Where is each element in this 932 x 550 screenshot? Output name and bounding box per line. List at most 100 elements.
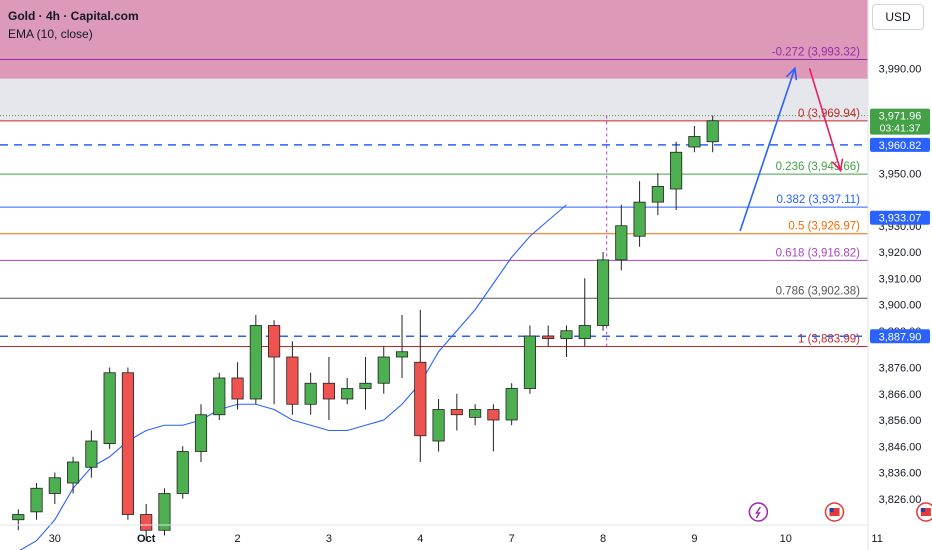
candle-body[interactable] — [103, 372, 116, 445]
candle-body[interactable] — [140, 514, 153, 531]
projection-down-arrow-shaft — [808, 68, 842, 171]
price-tick-label: 3,846.00 — [879, 441, 922, 453]
price-badge-label: 3,971.96 — [879, 111, 922, 123]
candle-body[interactable] — [542, 335, 555, 340]
price-badge[interactable] — [870, 137, 930, 152]
currency-button[interactable]: USD — [872, 4, 924, 30]
candle-body[interactable] — [341, 388, 354, 400]
indicator-label[interactable]: EMA (10, close) — [8, 27, 93, 41]
candle-body[interactable] — [596, 259, 610, 326]
price-tick-label: 3,856.00 — [879, 415, 922, 427]
flag-stripes — [920, 508, 931, 516]
time-tick-label: Oct — [137, 533, 156, 545]
candle-body[interactable] — [213, 377, 226, 416]
price-badge[interactable] — [870, 329, 930, 344]
price-tick-label: 3,910.00 — [879, 273, 922, 285]
candle-body[interactable] — [651, 185, 664, 203]
candle-body[interactable] — [121, 372, 134, 515]
candle-body[interactable] — [158, 493, 171, 531]
candle-body[interactable] — [12, 514, 25, 521]
fib-level-label: 0.382 (3,937.11) — [776, 194, 860, 206]
candle-body[interactable] — [48, 477, 61, 494]
candle-body[interactable] — [231, 377, 244, 400]
projection-up-arrow-head — [785, 66, 798, 81]
price-tick-label: 3,990.00 — [879, 63, 922, 75]
price-tick-label: 3,866.00 — [879, 389, 922, 401]
candle-body[interactable] — [523, 335, 537, 389]
candle-body[interactable] — [706, 120, 719, 143]
price-tick-label: 3,950.00 — [879, 168, 922, 180]
fib-level-label: 0.786 (3,902.38) — [776, 285, 861, 297]
candle-body[interactable] — [85, 440, 98, 468]
candle-body[interactable] — [670, 151, 683, 190]
fib-level-label: 0 (3,969.94) — [798, 108, 860, 120]
candle-body[interactable] — [487, 409, 500, 421]
candle-body[interactable] — [322, 382, 335, 400]
price-tick-label: 3,876.00 — [879, 363, 922, 375]
price-tick-label: 3,920.00 — [879, 247, 922, 259]
candle-body[interactable] — [505, 388, 518, 421]
candle-body[interactable] — [615, 225, 628, 261]
time-tick-label: 11 — [871, 533, 882, 545]
chart-legend: Gold · 4h · Capital.com EMA (10, close) — [8, 7, 139, 43]
supply-zone — [0, 0, 868, 79]
ema-line — [19, 204, 567, 550]
projection-layer — [739, 66, 844, 232]
price-axis[interactable] — [868, 0, 932, 550]
candle-layer — [12, 115, 719, 541]
candle-body[interactable] — [249, 325, 262, 400]
candle-body[interactable] — [469, 409, 482, 418]
projection-down-arrow-head — [831, 158, 844, 173]
candle-body[interactable] — [67, 461, 80, 484]
candle-body[interactable] — [176, 451, 189, 494]
flag-canton — [920, 508, 925, 512]
background-layer — [0, 0, 868, 121]
candle-body[interactable] — [633, 201, 646, 237]
fib-band — [0, 78, 868, 121]
price-badge-label: 3,960.82 — [879, 140, 922, 152]
price-tick-label: 3,836.00 — [879, 468, 922, 480]
price-badge-label: 3,933.07 — [879, 213, 922, 225]
time-tick-label: 9 — [691, 533, 697, 545]
countdown-label: 03:41:37 — [880, 123, 921, 135]
time-tick-label: 7 — [509, 533, 515, 545]
price-badge[interactable] — [870, 108, 930, 135]
candle-body[interactable] — [304, 382, 317, 405]
flag-stripes — [829, 508, 840, 516]
candle-body[interactable] — [286, 356, 299, 405]
price-badge-label: 3,887.90 — [879, 331, 922, 343]
candle-body[interactable] — [450, 409, 463, 416]
time-tick-label: 8 — [600, 533, 606, 545]
candle-body[interactable] — [688, 136, 701, 148]
candle-body[interactable] — [414, 361, 427, 437]
candle-body[interactable] — [30, 487, 43, 513]
fib-level-label: 1 (3,883.99) — [798, 334, 860, 346]
price-tick-label: 3,900.00 — [879, 300, 922, 312]
lightning-glyph — [755, 506, 761, 519]
price-badge[interactable] — [870, 210, 930, 225]
candle-body[interactable] — [377, 356, 390, 384]
fib-level-label: 0.5 (3,926.97) — [788, 221, 860, 233]
candle-body[interactable] — [268, 325, 281, 358]
time-tick-label: 2 — [234, 533, 240, 545]
candle-body[interactable] — [560, 330, 573, 340]
fib-level-label: 0.236 (3,949.66) — [776, 161, 861, 173]
symbol-title[interactable]: Gold · 4h · Capital.com — [8, 9, 139, 23]
price-tick-label: 3,826.00 — [879, 494, 922, 506]
event-lightning-icon[interactable] — [748, 502, 769, 522]
projection-up-arrow-shaft — [739, 67, 796, 232]
candle-body[interactable] — [432, 409, 445, 442]
candle-body[interactable] — [359, 382, 372, 389]
candle-body[interactable] — [578, 325, 591, 340]
level-layer: -0.272 (3,993.32) 0 (3,969.94) 0.236 (3,94… — [0, 47, 868, 348]
ema-layer — [19, 204, 567, 550]
fib-level-label: -0.272 (3,993.32) — [772, 47, 860, 59]
candle-body[interactable] — [395, 351, 409, 358]
time-tick-label: 4 — [417, 533, 423, 545]
flag-canton — [829, 508, 834, 512]
candle-body[interactable] — [194, 414, 208, 452]
